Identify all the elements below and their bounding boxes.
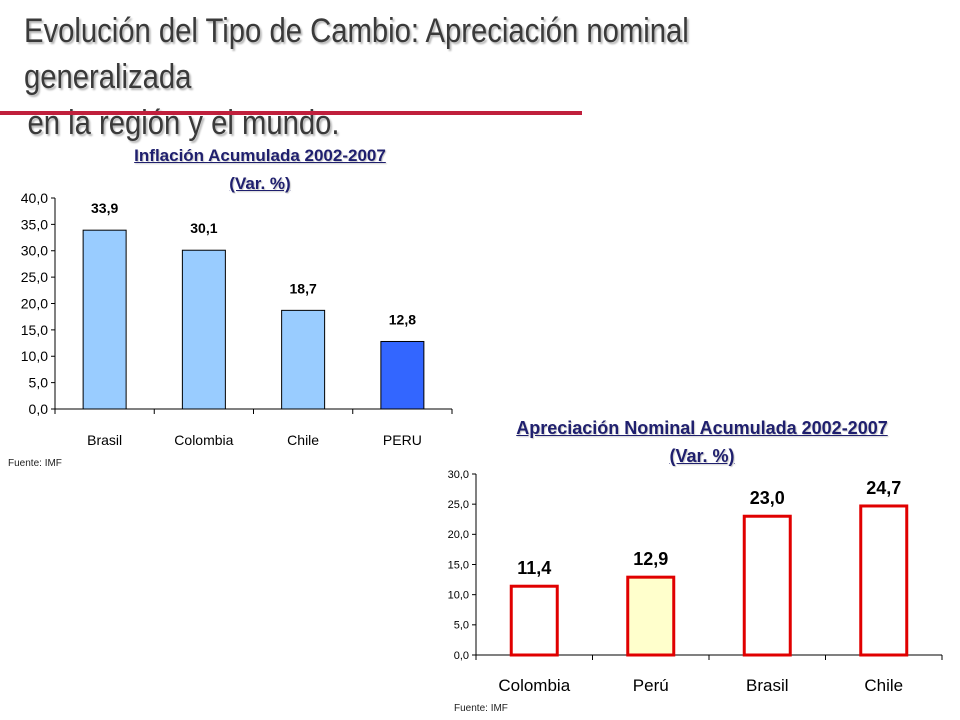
chart-2-category-label: Brasil — [746, 676, 789, 695]
chart-1-y-tick-label: 20,0 — [21, 295, 48, 311]
chart-1-y-tick-label: 35,0 — [21, 216, 48, 232]
chart-1-y-tick-label: 25,0 — [21, 269, 48, 285]
chart-1-value-label: 30,1 — [190, 220, 217, 236]
chart-2-category-label: Perú — [633, 676, 669, 695]
chart-1-y-tick-label: 0,0 — [29, 401, 49, 417]
chart-2-category-label: Colombia — [498, 676, 570, 695]
chart-1-value-label: 18,7 — [290, 280, 317, 296]
chart-2-title: Apreciación Nominal Acumulada 2002-2007 … — [472, 414, 932, 470]
chart-1-y-tick-label: 5,0 — [29, 375, 49, 391]
chart-1-y-tick-label: 40,0 — [21, 190, 48, 206]
chart-2-y-tick-label: 5,0 — [454, 620, 469, 632]
chart-1-value-label: 33,9 — [91, 200, 118, 216]
chart-2-y-tick-label: 20,0 — [448, 529, 469, 541]
chart-2-title-text: Apreciación Nominal Acumulada 2002-2007 — [516, 418, 888, 438]
chart-2-y-tick-label: 25,0 — [448, 499, 469, 511]
chart-2-y-tick-label: 10,0 — [448, 590, 469, 602]
chart-2-value-label: 23,0 — [750, 488, 785, 508]
chart-2-y-tick-label: 15,0 — [448, 559, 469, 571]
chart-1-category-label: Chile — [287, 432, 319, 448]
chart-1-y-tick-label: 15,0 — [21, 322, 48, 338]
chart-2-bar-chile — [859, 504, 909, 657]
chart-1-source: Fuente: IMF — [8, 458, 62, 469]
chart-2-category-label: Chile — [864, 676, 903, 695]
chart-2-y-tick-label: 30,0 — [448, 469, 469, 481]
chart-1-title: Inflación Acumulada 2002-2007 (Var. %) — [60, 142, 460, 198]
chart-1-category-label: PERU — [383, 432, 422, 448]
chart-1-value-label: 12,8 — [389, 311, 416, 327]
chart-1-subtitle: (Var. %) — [229, 174, 291, 193]
chart-2-value-label: 24,7 — [866, 478, 901, 498]
page-title-line-2: en la región y el mundo. — [27, 104, 340, 142]
chart-1-y-tick-label: 10,0 — [21, 348, 48, 364]
chart-2-source: Fuente: IMF — [454, 703, 508, 714]
chart-2-y-tick-label: 0,0 — [454, 650, 469, 662]
title-underline-rule — [0, 111, 582, 115]
chart-1-category-label: Colombia — [174, 432, 233, 448]
page-title-line-1: Evolución del Tipo de Cambio: Apreciació… — [24, 12, 689, 96]
chart-1-bar-peru — [380, 340, 425, 410]
chart-1-bar-brasil — [82, 229, 127, 410]
chart-1-inflation: 0,0 5,0 10,0 15,0 20,0 25,0 30,0 35,0 40,0 33,9 Br… — [21, 190, 453, 448]
chart-2-bar-perú — [626, 575, 676, 657]
page-title: Evolución del Tipo de Cambio: Apreciació… — [24, 8, 815, 146]
chart-1-bar-chile — [281, 309, 326, 410]
chart-2-bar-colombia — [509, 584, 559, 657]
chart-2-appreciation: 0,0 5,0 10,0 15,0 20,0 25,0 30,0 11,4 Colombia 12… — [448, 469, 943, 695]
chart-1-bar-colombia — [181, 249, 226, 410]
chart-2-bar-brasil — [742, 514, 792, 657]
chart-2-value-label: 11,4 — [517, 558, 551, 578]
chart-1-category-label: Brasil — [87, 432, 122, 448]
chart-2-subtitle: (Var. %) — [669, 446, 735, 466]
chart-2-value-label: 12,9 — [633, 549, 668, 569]
chart-1-y-tick-label: 30,0 — [21, 243, 48, 259]
chart-1-title-text: Inflación Acumulada 2002-2007 — [134, 146, 386, 165]
